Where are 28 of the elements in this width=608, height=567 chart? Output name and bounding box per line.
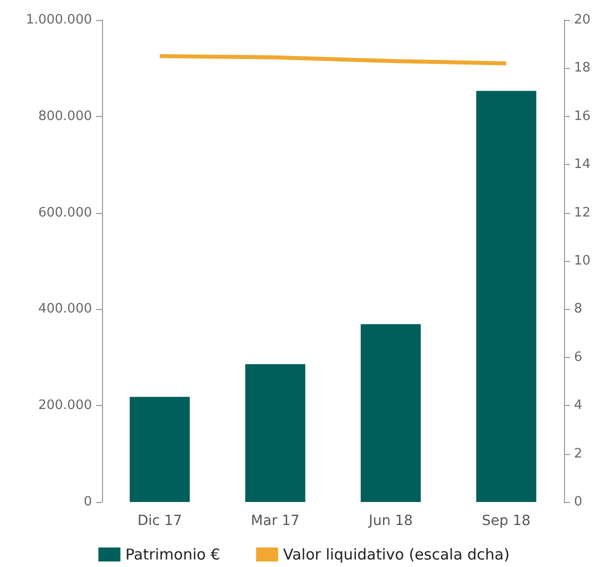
y2-tick-label: 10 [574,254,591,268]
y-tick-label: 800.000 [38,108,92,124]
y2-tick-label: 12 [574,205,591,220]
y2-tick-label: 4 [574,398,582,414]
y-tick-label: 1.000.000 [26,12,92,28]
legend-label: Valor liquidativo (escala dcha) [283,546,510,564]
y2-tick-label: 14 [574,157,591,172]
y-tick-label: 400.000 [38,302,92,317]
y2-tick-label: 6 [574,350,582,365]
x-tick-label: Dic 17 [137,513,182,529]
legend-label: Patrimonio € [125,546,220,564]
y-tick-label: 600.000 [38,205,92,220]
y-tick-label: 0 [84,494,92,510]
y2-tick-label: 18 [574,60,591,76]
bar [360,324,421,502]
bar [476,90,536,502]
line-series [158,54,508,66]
bar [130,396,190,502]
bar [245,364,306,502]
x-tick-label: Sep 18 [482,513,531,529]
y2-tick-label: 16 [574,108,591,124]
y2-tick-label: 2 [574,446,582,462]
y2-tick-label: 8 [574,302,582,317]
x-tick-label: Jun 18 [368,513,413,529]
y-tick-label: 200.000 [38,398,92,414]
x-tick-label: Mar 17 [250,513,300,529]
y2-tick-label: 0 [574,494,582,510]
y2-tick-label: 20 [574,12,591,28]
